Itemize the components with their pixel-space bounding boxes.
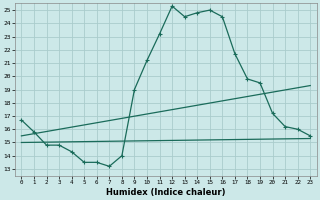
X-axis label: Humidex (Indice chaleur): Humidex (Indice chaleur) [106,188,226,197]
